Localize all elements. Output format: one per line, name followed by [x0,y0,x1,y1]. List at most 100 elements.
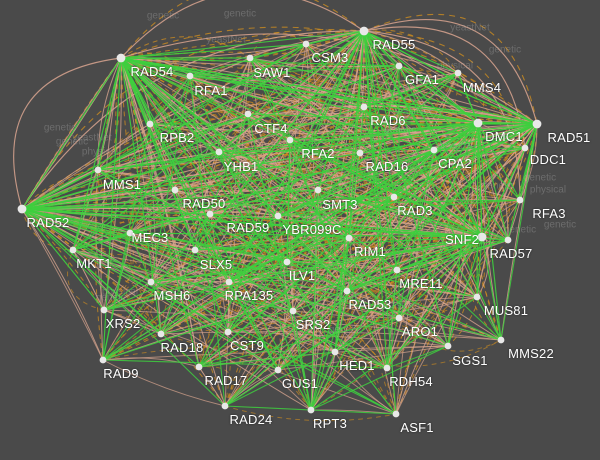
graph-edge [218,30,365,153]
graph-node-rad16[interactable] [356,149,364,157]
graph-edge [198,236,483,368]
graph-node-rad17[interactable] [195,363,203,371]
graph-node-rad50[interactable] [171,186,179,194]
graph-node-mms1[interactable] [94,166,102,174]
graph-node-snf2[interactable] [477,232,487,242]
graph-node-rdh54[interactable] [383,364,391,372]
graph-node-rad57[interactable] [504,236,512,244]
node-group[interactable] [17,26,542,418]
graph-edge [120,57,288,263]
graph-node-mms4[interactable] [454,69,462,77]
graph-edge [189,75,435,151]
graph-node-msh6[interactable] [147,278,155,286]
graph-node-rad52[interactable] [17,204,27,214]
graph-edge [21,208,400,319]
graph-edge [363,30,521,201]
graph-edge [228,72,459,283]
graph-node-rad55[interactable] [359,26,369,36]
graph-node-rad53[interactable] [343,287,351,295]
graph-node-rad9[interactable] [99,356,107,364]
graph-edge [103,309,502,341]
graph-node-dmc1[interactable] [473,118,483,128]
graph-node-ctf4[interactable] [244,110,252,118]
graph-node-mms22[interactable] [497,336,505,344]
graph-node-mec3[interactable] [126,229,134,237]
graph-node-sgs1[interactable] [444,342,452,350]
graph-node-gus1[interactable] [274,366,282,374]
graph-edge [363,30,459,74]
graph-edge [189,75,449,347]
graph-edge [363,30,538,125]
graph-node-rfa2[interactable] [286,136,294,144]
graph-node-yhb1[interactable] [215,148,223,156]
graph-edge [317,189,350,239]
graph-edge [247,113,312,411]
graph-node-cpa2[interactable] [430,146,438,154]
graph-node-rad54[interactable] [116,53,126,63]
graph-node-saw1[interactable] [246,54,254,62]
graph-edge [103,309,229,333]
graph-node-rad24[interactable] [221,402,229,410]
graph-edge [228,30,365,283]
graph-node-slx5[interactable] [191,246,199,254]
graph-node-ddc1[interactable] [521,144,529,152]
graph-node-rfa3[interactable] [516,196,524,204]
graph-edge [334,339,502,367]
graph-node-rad3[interactable] [390,193,398,201]
graph-edge [72,72,459,251]
graph-node-rad51[interactable] [532,119,542,129]
graph-edge [194,147,526,251]
graph-edge [189,75,483,238]
graph-edge [120,57,479,124]
graph-node-mus81[interactable] [473,293,481,301]
graph-node-rpb2[interactable] [146,120,154,128]
graph-edge [398,65,538,125]
graph-node-smt3[interactable] [314,186,322,194]
graph-node-rfa1[interactable] [186,72,194,80]
graph-node-mkt1[interactable] [69,246,77,254]
graph-edge [102,123,151,361]
graph-edge [396,269,502,341]
graph-node-asf1[interactable] [392,410,400,418]
graph-node-rad59[interactable] [206,210,214,218]
graph-edge [398,65,509,241]
graph-edge [218,151,348,292]
graph-edge [481,236,502,341]
graph-node-ilv1[interactable] [283,258,291,266]
graph-node-ybr099c[interactable] [274,212,282,220]
graph-edge [72,43,307,251]
graph-edge [209,72,459,215]
graph-node-xrs2[interactable] [100,306,108,314]
graph-node-csm3[interactable] [302,40,310,48]
graph-edge [398,317,502,352]
graph-node-cst9[interactable] [224,328,232,336]
graph-node-rpa135[interactable] [225,278,233,286]
graph-node-rad18[interactable] [157,330,165,338]
graph-node-rad6[interactable] [360,103,368,111]
graph-node-mre11[interactable] [393,266,401,274]
graph-edge [97,57,122,171]
graph-edge [72,122,479,251]
graph-edge [224,405,397,422]
graph-edge [129,75,191,234]
graph-edge [102,359,226,407]
graph-node-srs2[interactable] [289,307,297,315]
graph-edge [218,151,336,353]
graph-edge [150,277,478,298]
graph-edge [363,30,522,201]
graph-edge [198,237,350,368]
graph-edge [227,123,538,333]
graph-node-rim1[interactable] [345,234,353,242]
graph-edge [305,43,459,74]
graph-node-gfa1[interactable] [395,62,403,70]
graph-node-rpt3[interactable] [307,406,315,414]
graph-edge [97,169,348,292]
graph-edge [209,30,365,215]
graph-node-hed1[interactable] [331,348,339,356]
graph-edge [346,239,509,292]
graph-edge [72,249,397,415]
graph-edge [120,57,435,151]
graph-edge [310,351,336,411]
graph-node-aro1[interactable] [395,314,403,322]
